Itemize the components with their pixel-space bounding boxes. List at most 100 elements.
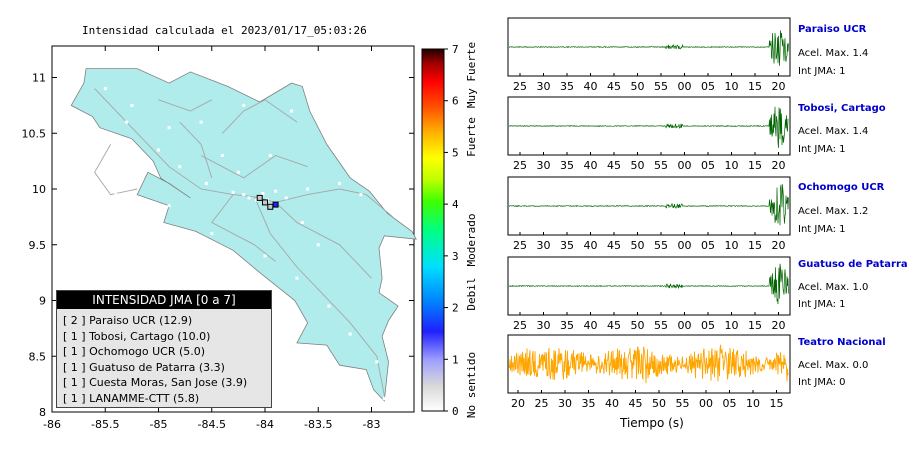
time-tick-label: 05 xyxy=(723,397,737,410)
time-tick-label: 15 xyxy=(748,80,762,93)
station-jma: Int JMA: 1 xyxy=(798,299,846,310)
x-tick-label: -86 xyxy=(43,418,61,431)
time-tick-label: 50 xyxy=(631,80,645,93)
time-tick-label: 45 xyxy=(607,80,621,93)
station-dot xyxy=(348,332,352,336)
colorbar-tick-label: 2 xyxy=(452,302,459,315)
station-dot xyxy=(261,192,265,195)
station-jma: Int JMA: 0 xyxy=(798,377,846,388)
time-axis-label: Tiempo (s) xyxy=(620,416,684,430)
legend-item: [ 1 ] Cuesta Moras, San Jose (3.9) xyxy=(63,376,248,389)
x-tick-label: -83.5 xyxy=(304,418,332,431)
colorbar-tick-label: 0 xyxy=(452,405,459,418)
time-tick-label: 50 xyxy=(631,239,645,252)
time-tick-label: 40 xyxy=(584,239,598,252)
station-accel: Acel. Max. 1.4 xyxy=(798,126,869,137)
station-dot xyxy=(204,181,208,185)
station-dot xyxy=(130,103,134,107)
time-tick-label: 10 xyxy=(746,397,760,410)
x-tick-label: -85 xyxy=(150,418,168,431)
station-accel: Acel. Max. 1.4 xyxy=(798,48,869,59)
station-dot xyxy=(284,196,288,200)
time-tick-label: 45 xyxy=(629,397,643,410)
time-tick-label: 35 xyxy=(560,319,574,332)
station-accel: Acel. Max. 1.2 xyxy=(798,206,869,217)
seismogram-trace xyxy=(508,106,789,149)
seismogram-panel: 25 30 35 40 45 50 55 00 05 10 15 20 xyxy=(507,96,791,172)
colorbar-tick-label: 3 xyxy=(452,250,459,263)
time-tick-label: 00 xyxy=(699,397,713,410)
station-dot xyxy=(242,103,246,107)
y-tick-label: 8 xyxy=(39,406,46,419)
legend-item: [ 1 ] Guatuso de Patarra (3.3) xyxy=(63,360,225,374)
time-tick-label: 30 xyxy=(537,159,551,172)
road-line xyxy=(200,154,308,179)
station-dot xyxy=(236,170,240,174)
x-tick-label: -85.5 xyxy=(91,418,119,431)
time-tick-label: 35 xyxy=(560,239,574,252)
time-tick-label: 10 xyxy=(725,239,739,252)
seismogram-panel: 25 30 35 40 45 50 55 00 05 10 15 20 xyxy=(507,256,791,332)
station-dot xyxy=(255,198,258,202)
station-dot xyxy=(268,154,272,157)
seismogram-trace xyxy=(508,344,789,384)
time-tick-label: 40 xyxy=(605,397,619,410)
road-line xyxy=(253,196,385,396)
colorbar-category-label: Debil xyxy=(465,277,478,310)
land-polygon xyxy=(70,68,417,402)
colorbar-category-label: Moderado xyxy=(465,214,478,267)
time-tick-label: 30 xyxy=(537,239,551,252)
costa-rica-landmass xyxy=(70,68,417,402)
time-tick-label: 55 xyxy=(654,239,668,252)
time-tick-label: 20 xyxy=(772,159,786,172)
colorbar-tick-label: 1 xyxy=(452,353,459,366)
station-jma: Int JMA: 1 xyxy=(798,66,846,77)
colorbar-tick-label: 5 xyxy=(452,146,459,159)
road-line xyxy=(211,194,276,262)
time-tick-label: 00 xyxy=(678,159,692,172)
time-tick-label: 50 xyxy=(652,397,666,410)
station-dot xyxy=(316,243,320,247)
station-dot xyxy=(290,109,294,113)
time-tick-label: 35 xyxy=(560,80,574,93)
time-tick-label: 20 xyxy=(772,239,786,252)
time-tick-label: 20 xyxy=(772,319,786,332)
road-network xyxy=(94,88,394,396)
station-name: Tobosi, Cartago xyxy=(798,103,886,114)
time-tick-label: 25 xyxy=(513,80,527,93)
seismogram-panel: 25 30 35 40 45 50 55 00 05 10 15 20 xyxy=(507,17,791,93)
time-tick-label: 30 xyxy=(558,397,572,410)
time-tick-label: 15 xyxy=(748,239,762,252)
time-tick-label: 10 xyxy=(725,319,739,332)
time-tick-label: 55 xyxy=(654,159,668,172)
legend-item: [ 1 ] Tobosi, Cartago (10.0) xyxy=(63,329,211,343)
time-tick-label: 45 xyxy=(607,319,621,332)
time-tick-label: 20 xyxy=(511,397,525,410)
time-tick-label: 55 xyxy=(654,80,668,93)
x-tick-label: -83 xyxy=(363,418,381,431)
station-dot xyxy=(274,189,278,193)
time-tick-label: 50 xyxy=(631,319,645,332)
station-jma: Int JMA: 1 xyxy=(798,224,846,235)
road-line xyxy=(179,121,213,179)
station-dot xyxy=(231,190,235,194)
intensity-cell xyxy=(267,203,274,210)
station-dot xyxy=(125,120,129,124)
time-tick-label: 50 xyxy=(631,159,645,172)
time-tick-label: 30 xyxy=(537,319,551,332)
legend-item: [ 1 ] LANAMME-CTT (5.8) xyxy=(63,391,200,405)
time-tick-label: 40 xyxy=(584,80,598,93)
station-jma: Int JMA: 1 xyxy=(798,144,846,155)
intensity-cells xyxy=(256,194,279,210)
time-tick-label: 55 xyxy=(654,319,668,332)
station-dot xyxy=(247,196,251,200)
time-tick-label: 35 xyxy=(560,159,574,172)
station-dot xyxy=(306,187,310,191)
y-tick-label: 10.5 xyxy=(22,127,47,140)
intensity-cell xyxy=(272,201,279,208)
map-axes: -86 -85.5 -85 -84.5 -84 -83.5 -83 11 10.5 10 9.5 9 8… xyxy=(22,46,414,431)
time-tick-label: 45 xyxy=(607,159,621,172)
colorbar-ticks: 0 1 2 3 4 5 6 7 xyxy=(444,43,459,418)
station-name: Guatuso de Patarra xyxy=(798,259,908,270)
station-dot xyxy=(220,154,224,157)
